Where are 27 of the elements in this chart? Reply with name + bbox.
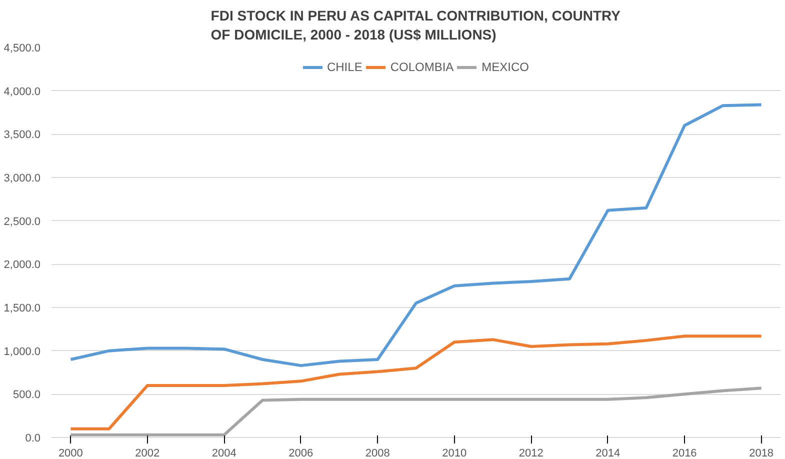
y-tick-label: 3,500.0	[4, 129, 40, 142]
legend-label: CHILE	[326, 60, 362, 74]
y-tick-label: 4,000.0	[4, 86, 40, 98]
y-tick-label: 0.0	[25, 432, 41, 444]
x-tick-label: 2006	[288, 448, 314, 459]
x-tick-label: 2002	[135, 448, 160, 459]
line-series	[69, 386, 763, 436]
x-tick-label: 2004	[212, 448, 236, 459]
x-tick-label: 2000	[58, 448, 83, 459]
x-tick-label: 2018	[749, 448, 774, 459]
x-tick-label: 2012	[518, 448, 544, 459]
y-tick-label: 4,500.0	[4, 42, 40, 54]
y-tick-label: 1,500.0	[4, 302, 40, 314]
line-series	[69, 334, 763, 430]
x-tick-label: 2014	[596, 448, 620, 459]
legend-label: MEXICO	[482, 60, 530, 74]
x-tick-label: 2008	[365, 448, 390, 459]
y-tick-label: 500.0	[12, 389, 41, 402]
line-series	[69, 103, 763, 368]
y-tick-label: 2,000.0	[4, 259, 40, 272]
y-tick-label: 3,000.0	[4, 172, 40, 184]
y-tick-label: 2,500.0	[4, 216, 40, 228]
legend-label: COLOMBIA	[390, 60, 454, 74]
x-tick-label: 2010	[442, 448, 467, 459]
chart-title: FDI STOCK IN PERU AS CAPITAL CONTRIBUTION, COUNTRY OF DOMICILE, 2000 - 2018 (US$ MILLIONS)	[210, 7, 622, 42]
y-tick-label: 1,000.0	[4, 346, 40, 358]
x-tick-label: 2016	[672, 448, 697, 459]
